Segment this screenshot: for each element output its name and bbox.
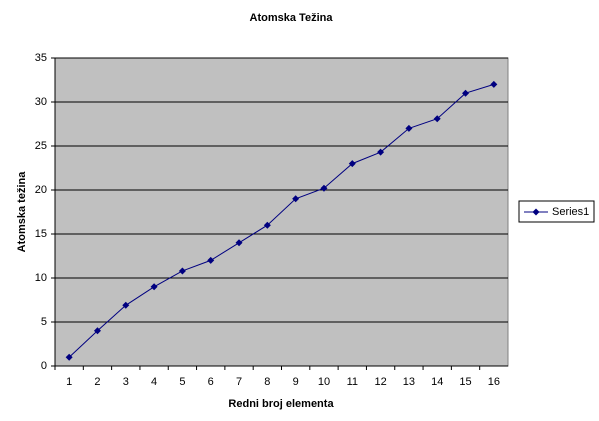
legend-label: Series1	[552, 206, 589, 218]
marker	[122, 301, 130, 309]
x-tick-label: 16	[488, 376, 500, 388]
x-tick-label: 6	[208, 376, 214, 388]
y-tick-label: 15	[35, 228, 47, 240]
marker	[405, 124, 413, 132]
marker	[348, 160, 356, 168]
marker	[65, 353, 73, 361]
marker	[150, 283, 158, 291]
y-tick-label: 20	[35, 184, 47, 196]
legend-box	[518, 200, 595, 223]
series-line	[68, 83, 494, 358]
x-tick-label: 11	[347, 376, 358, 388]
marker	[207, 256, 215, 264]
marker	[377, 148, 385, 156]
x-tick-label: 10	[318, 376, 330, 388]
x-tick-label: 12	[374, 376, 386, 388]
x-tick-label: 5	[179, 376, 185, 388]
x-tick-label: 3	[123, 376, 129, 388]
x-tick-label: 14	[431, 376, 443, 388]
marker	[433, 115, 441, 123]
x-axis-label: Redni broj elementa	[228, 398, 334, 410]
marker	[235, 239, 243, 247]
x-tick-label: 1	[66, 376, 72, 388]
x-tick-label: 8	[264, 376, 270, 388]
x-tick-label: 13	[403, 376, 415, 388]
y-tick-label: 25	[35, 140, 47, 152]
chart-title: Atomska Težina	[250, 12, 334, 24]
x-tick-label: 2	[94, 376, 100, 388]
y-tick-label: 35	[35, 52, 47, 64]
marker	[93, 327, 101, 335]
x-tick-label: 7	[236, 376, 242, 388]
marker	[292, 195, 300, 203]
legend-marker	[532, 208, 540, 216]
marker	[263, 221, 271, 229]
y-tick-label: 0	[41, 360, 47, 372]
x-tick-label: 4	[151, 376, 157, 388]
y-axis-label: Atomska težina	[16, 171, 28, 253]
x-tick-label: 9	[293, 376, 299, 388]
marker	[178, 267, 186, 275]
y-tick-label: 30	[35, 96, 47, 108]
marker	[462, 89, 470, 97]
marker	[490, 80, 498, 88]
marker	[320, 184, 328, 192]
y-tick-label: 5	[41, 316, 47, 328]
x-tick-label: 15	[459, 376, 471, 388]
y-tick-label: 10	[35, 272, 47, 284]
